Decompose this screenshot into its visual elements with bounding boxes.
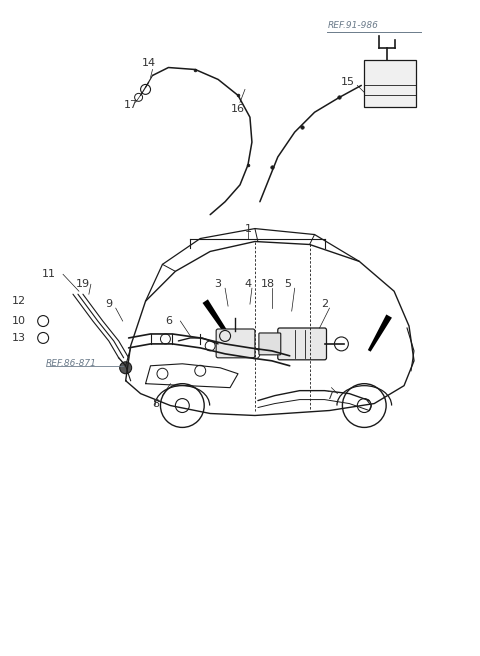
FancyBboxPatch shape [259,333,281,355]
FancyBboxPatch shape [216,329,255,358]
Text: 2: 2 [321,299,328,309]
Text: REF.91-986: REF.91-986 [327,21,378,30]
Text: 1: 1 [244,224,252,234]
Text: 13: 13 [12,333,26,343]
Text: 16: 16 [231,104,245,114]
Text: 18: 18 [261,279,275,289]
Circle shape [120,362,132,374]
Polygon shape [203,299,236,347]
Text: 15: 15 [340,77,354,87]
Text: 6: 6 [165,316,172,326]
Text: 5: 5 [284,279,291,289]
FancyBboxPatch shape [278,328,326,359]
Text: 11: 11 [42,270,56,279]
Text: 14: 14 [142,58,156,68]
Text: 12: 12 [12,296,26,306]
FancyBboxPatch shape [364,60,416,108]
Polygon shape [368,314,392,352]
Text: REF.86-871: REF.86-871 [46,359,97,368]
Text: 7: 7 [326,390,333,401]
Text: 8: 8 [152,399,159,409]
Text: 17: 17 [123,100,138,110]
Text: 10: 10 [12,316,26,326]
Text: 9: 9 [105,299,112,309]
Text: 4: 4 [244,279,252,289]
Text: 3: 3 [215,279,222,289]
Text: 19: 19 [76,279,90,289]
